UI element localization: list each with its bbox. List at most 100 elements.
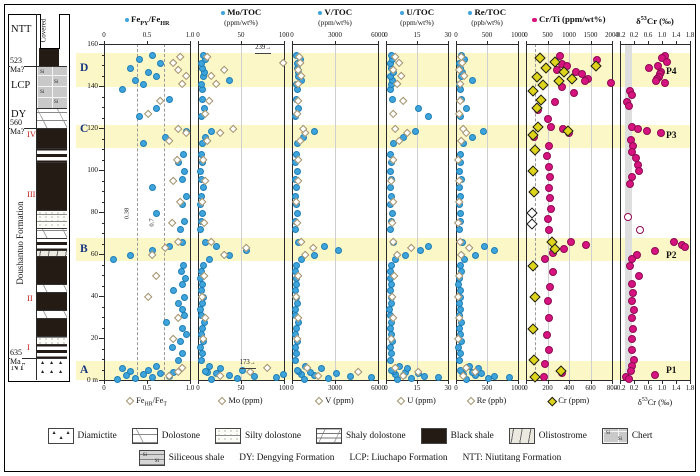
- data-point-fepy-fehr: [178, 350, 186, 358]
- data-point-cr-ti: [545, 225, 554, 234]
- lith-block-silty: [37, 336, 67, 345]
- member-label-i: I: [27, 342, 30, 352]
- bottom-tick-label: 0: [102, 385, 106, 392]
- data-point-mo-toc: [208, 127, 216, 135]
- data-point-cr-ti: [546, 194, 555, 203]
- strat-divider: [36, 14, 37, 380]
- data-point-fepy-fehr: [181, 167, 189, 175]
- diamictite-clast-mark: ▲: [49, 360, 55, 366]
- band-label-p2: P2: [666, 251, 677, 262]
- series-dot-icon: [220, 10, 226, 16]
- bottom-tick-label: 600: [585, 385, 596, 392]
- series-dot-icon: [532, 17, 537, 23]
- height-tick: [101, 54, 104, 56]
- covered-box: Covered: [39, 14, 60, 49]
- data-point-cr-ti: [545, 141, 554, 150]
- data-point-mo-toc: [199, 262, 207, 269]
- series-dot-icon: [317, 10, 323, 16]
- data-point-v-toc: [291, 306, 299, 314]
- top-tick-label: 100: [278, 32, 290, 39]
- data-point--53cr: [628, 91, 637, 100]
- data-point-fepy-fehr: [127, 368, 135, 376]
- data-point-cr-ti: [558, 83, 567, 91]
- height-tick: [101, 149, 104, 150]
- legend-label: Chert: [631, 431, 653, 442]
- formation-label-lcp: LCP: [11, 80, 31, 91]
- panel-axis-top: [292, 44, 378, 45]
- data-point-cr-ti: [550, 97, 559, 106]
- height-tick: [101, 233, 104, 234]
- height-tick: [101, 180, 104, 182]
- data-point-fepy-fehr: [127, 64, 135, 72]
- data-point-re-toc: [469, 133, 476, 141]
- gridline: [569, 44, 570, 380]
- data-point-u-toc: [402, 251, 410, 259]
- data-point-v-toc: [292, 184, 300, 192]
- top-tick-label: 0: [524, 32, 528, 39]
- panel-title-mo: Mo/TOC: [190, 8, 292, 17]
- bottom-tick: [648, 380, 649, 384]
- series-dot-icon: [124, 17, 130, 23]
- data-point-v-toc: [293, 209, 301, 217]
- lith-block-black: [37, 162, 67, 211]
- open-diamond-icon: [396, 396, 406, 406]
- si-mark: Si: [142, 452, 148, 458]
- zone-letter-d: D: [80, 62, 89, 75]
- data-point-u-toc: [386, 325, 394, 332]
- data-point-fepy-fehr: [148, 52, 156, 59]
- chert-si-mark: Si: [40, 69, 45, 75]
- data-point-v-toc: [292, 325, 300, 332]
- panel-border-right: [190, 44, 191, 381]
- lith-block-silty: [37, 210, 67, 229]
- panel-title-re: Re/TOC: [448, 8, 526, 17]
- data-point-cr-ti: [545, 173, 554, 182]
- top-tick-label: -0.2: [614, 32, 626, 39]
- data-point-mo-toc: [208, 376, 216, 384]
- height-tick: [99, 44, 104, 45]
- member-label-iv: IV: [27, 129, 36, 139]
- data-point-cr-ti: [544, 183, 553, 192]
- data-point-u-toc: [420, 373, 428, 381]
- panel-axis-top: [386, 44, 448, 45]
- bottom-tick: [241, 380, 242, 384]
- data-point--53cr: [624, 101, 633, 110]
- bottom-series-label-re: Re (ppb): [442, 396, 532, 406]
- bottom-tick-label: 0.2: [629, 385, 639, 392]
- data-point-re-toc: [479, 127, 487, 135]
- top-tick-label: 0: [102, 32, 106, 39]
- data-point--53cr: [652, 76, 660, 85]
- data-point-cr-ti: [543, 114, 552, 123]
- height-tick: [101, 191, 104, 192]
- open-diamond-icon: [315, 396, 324, 406]
- data-point-u-toc: [387, 280, 395, 288]
- data-point-mo-toc: [212, 243, 220, 251]
- top-tick: [335, 40, 336, 44]
- data-point-fepy-fehr: [144, 367, 152, 374]
- data-point-fepy-fehr: [144, 68, 152, 76]
- bottom-tick: [634, 380, 635, 384]
- legend-row-2: Si Si Siliceous shale DY: Dengying Formatio…: [10, 450, 690, 466]
- open-diamond-icon: [218, 396, 227, 406]
- height-tick: [101, 369, 104, 371]
- data-point-u-toc: [412, 127, 420, 135]
- top-tick: [662, 40, 663, 44]
- data-point-mo-toc: [279, 371, 287, 379]
- legend-swatch-black: [420, 428, 447, 444]
- height-tick: [101, 275, 104, 276]
- bottom-series-label-mo: Mo (ppm): [184, 396, 298, 406]
- data-point-fepy-fehr: [178, 175, 186, 183]
- height-tick: [101, 359, 104, 360]
- series-dot-icon: [399, 10, 405, 16]
- data-point-cr-ti: [541, 255, 550, 264]
- data-point-mo-toc: [251, 373, 259, 381]
- top-tick-label: 30: [444, 32, 452, 39]
- top-tick: [104, 40, 105, 44]
- data-point-fepy-fehr: [179, 150, 187, 158]
- height-tick: [101, 138, 104, 140]
- data-point-fepy-fehr: [168, 343, 176, 351]
- lith-block-diamictite: ▲ ▲ ▲ ▲ ▲ ▲: [37, 358, 67, 381]
- lith-block-black: [37, 128, 67, 149]
- data-point-mo-toc: [205, 362, 213, 370]
- height-tick-label: 120: [87, 123, 98, 132]
- formation-label-doushantuo: Doushantuo Formation: [15, 201, 25, 285]
